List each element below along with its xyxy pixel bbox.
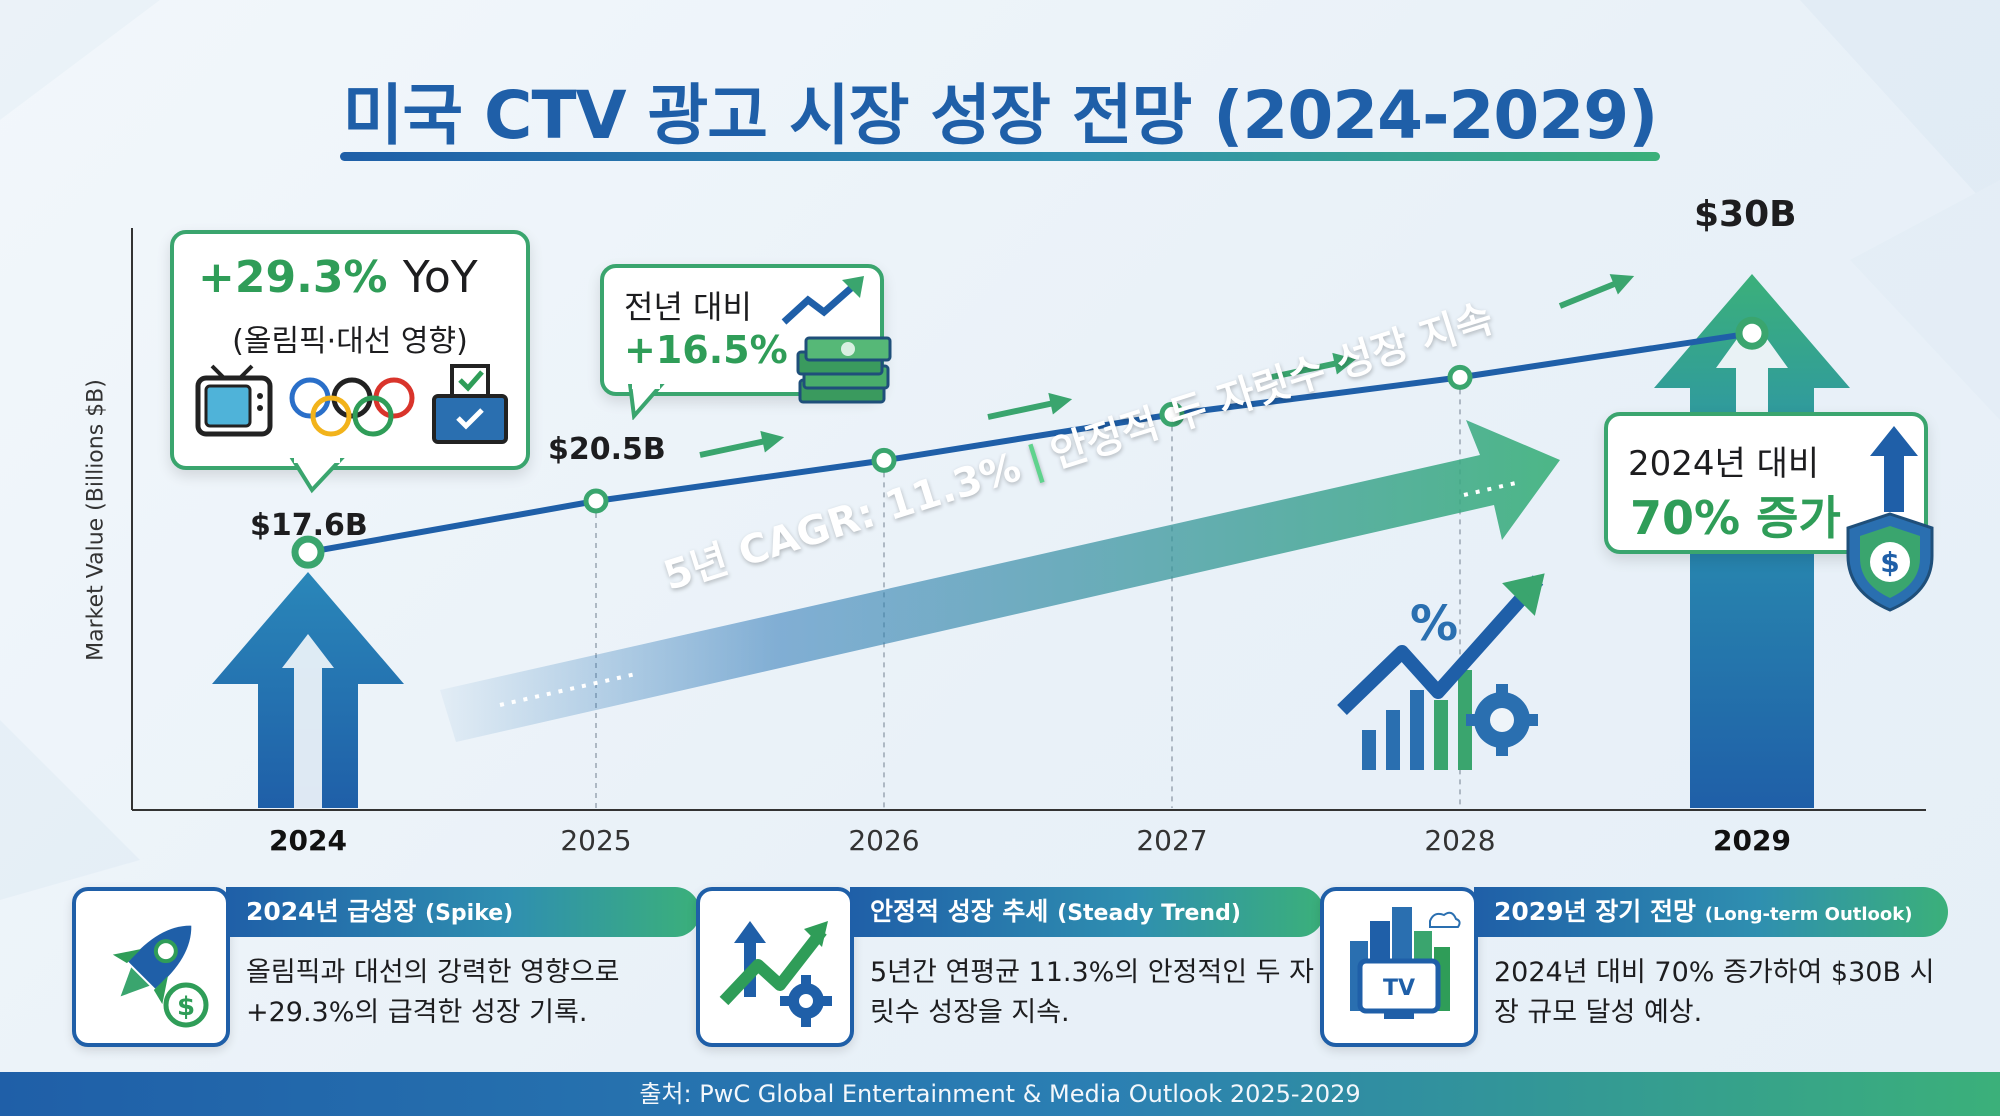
- vs-2024-value: 70% 증가: [1630, 491, 1841, 545]
- card-steady-title-ko: 안정적 성장 추세: [870, 897, 1049, 926]
- card-steady-trend: 안정적 성장 추세 (Steady Trend) 5년간 연평균 11.3%의 …: [696, 887, 1324, 1047]
- data-point-2024: [291, 535, 325, 569]
- card-spike-title-ko: 2024년 급성장: [246, 897, 417, 926]
- tv-icon: [195, 364, 273, 437]
- card-steady-text: 5년간 연평균 11.3%의 안정적인 두 자릿수 성장을 지속.: [870, 957, 1314, 1028]
- data-point-2028: [1447, 364, 1473, 390]
- card-spike-title-en: (Spike): [425, 901, 514, 926]
- trend-up-icon: [781, 276, 864, 325]
- x-tick-2028: 2028: [1424, 824, 1496, 857]
- x-tick-2024: 2024: [269, 824, 347, 857]
- card-spike-text: 올림픽과 대선의 강력한 영향으로 +29.3%의 급격한 성장 기록.: [246, 957, 620, 1028]
- rocket-icon: $: [112, 925, 209, 1028]
- data-label-2025: $20.5B: [548, 432, 666, 467]
- data-point-2027: [1159, 401, 1185, 427]
- growth-chart-icon: %: [1337, 573, 1545, 770]
- x-tick-2029: 2029: [1713, 824, 1791, 857]
- card-longterm-text: 2024년 대비 70% 증가하여 $30B 시장 규모 달성 예상.: [1494, 957, 1935, 1028]
- x-tick-2026: 2026: [848, 824, 920, 857]
- shield-dollar-icon: $: [1846, 426, 1934, 612]
- card-longterm-title: 2029년 장기 전망 (Long-term Outlook): [1474, 887, 1948, 937]
- chart-axes: [131, 228, 1926, 811]
- title-underline: [340, 152, 1660, 161]
- olympic-rings-icon: [289, 377, 415, 437]
- svg-text:TV: TV: [1383, 976, 1415, 1001]
- svg-text:%: %: [1410, 596, 1458, 652]
- callout-2024-pointer: [289, 458, 345, 494]
- card-spike-title: 2024년 급성장 (Spike): [226, 887, 700, 937]
- card-longterm-title-ko: 2029년 장기 전망: [1494, 897, 1696, 926]
- arrow-2024: [212, 572, 404, 808]
- card-spike-icon-box: $: [72, 887, 230, 1047]
- page-title: 미국 CTV 광고 시장 성장 전망 (2024-2029): [342, 77, 1659, 154]
- x-tick-2025: 2025: [560, 824, 632, 857]
- card-steady-icon-box: [696, 887, 854, 1047]
- data-point-2025: [583, 488, 609, 514]
- vs-2024-label: 2024년 대비: [1628, 444, 1820, 484]
- callout-2024-yoy: +29.3% YoY (올림픽·대선 영향): [170, 230, 530, 470]
- card-long-term: TV 2029년 장기 전망 (Long-term Outlook) 2024년…: [1320, 887, 1948, 1047]
- cagr-separator: |: [1021, 436, 1050, 486]
- card-spike: $ 2024년 급성장 (Spike) 올림픽과 대선의 강력한 영향으로 +2…: [72, 887, 700, 1047]
- yoy-2024-value: +29.3%: [198, 252, 388, 303]
- yoy-2024-note: (올림픽·대선 영향): [232, 324, 468, 359]
- ballot-box-icon: [432, 364, 508, 444]
- money-stack-icon: [796, 336, 892, 404]
- yoy-2025-value: +16.5%: [624, 328, 788, 372]
- card-longterm-icon-box: TV: [1320, 887, 1478, 1047]
- callout-2025-pointer: [627, 384, 665, 420]
- callout-2025-yoy: 전년 대비 +16.5% 성장: [600, 264, 884, 396]
- growth-arrows-icon: [719, 921, 832, 1027]
- card-steady-title-en: (Steady Trend): [1057, 901, 1241, 926]
- svg-text:$: $: [1880, 546, 1899, 579]
- x-tick-2027: 2027: [1136, 824, 1208, 857]
- card-steady-title: 안정적 성장 추세 (Steady Trend): [850, 887, 1324, 937]
- city-tv-icon: TV: [1350, 907, 1461, 1019]
- data-label-2029: $30B: [1694, 194, 1797, 235]
- trend-arrows: [699, 274, 1635, 458]
- cagr-band-arrow: [440, 420, 1560, 742]
- series-line: [307, 330, 1753, 556]
- data-point-2029: [1735, 316, 1769, 350]
- y-axis-label: Market Value (Billions $B): [83, 379, 109, 661]
- card-longterm-title-en: (Long-term Outlook): [1704, 904, 1913, 925]
- source-footer: 출처: PwC Global Entertainment & Media Out…: [0, 1072, 2000, 1116]
- data-point-2026: [871, 447, 897, 473]
- yoy-label: YoY: [402, 252, 478, 303]
- yoy-2025-label: 전년 대비: [624, 288, 752, 326]
- data-label-2024: $17.6B: [250, 508, 368, 543]
- svg-text:$: $: [177, 992, 195, 1022]
